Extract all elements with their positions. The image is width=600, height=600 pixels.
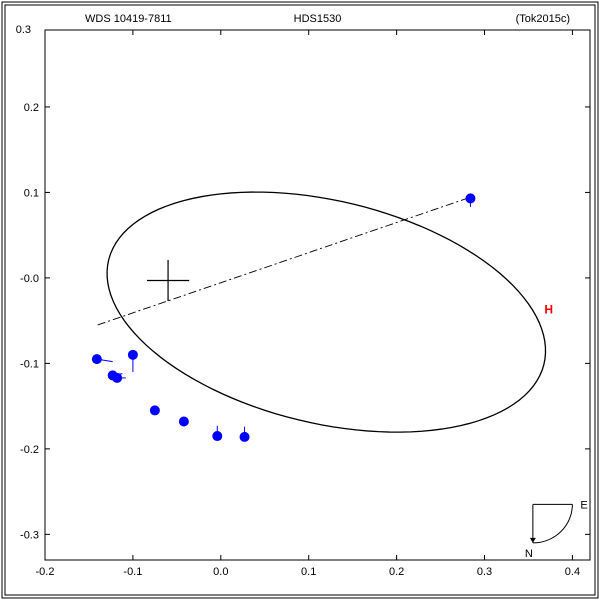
svg-text:0.4: 0.4 [565,566,580,578]
svg-text:-0.1: -0.1 [20,358,39,370]
chart-svg: WDS 10419-7811 HDS1530 (Tok2015c) 0.3 -0.2 -0… [0,0,600,600]
data-point [465,193,475,203]
orbital-chart: WDS 10419-7811 HDS1530 (Tok2015c) 0.3 -0.2 -0… [0,0,600,600]
data-point [112,373,122,383]
svg-text:0.3: 0.3 [477,566,492,578]
title-center: HDS1530 [294,13,342,25]
svg-text:-0.2: -0.2 [20,444,39,456]
periastron-marker: H [544,303,553,317]
svg-text:0.1: 0.1 [301,566,316,578]
data-point [212,431,222,441]
data-point [179,417,189,427]
svg-text:0.3: 0.3 [16,24,31,36]
svg-text:-0.3: -0.3 [20,529,39,541]
svg-text:E: E [580,499,587,511]
data-point [150,405,160,415]
svg-text:N: N [525,548,533,560]
svg-text:-0.2: -0.2 [36,566,55,578]
svg-text:0.2: 0.2 [24,102,39,114]
svg-text:-0.0: -0.0 [20,273,39,285]
svg-text:0.2: 0.2 [389,566,404,578]
svg-text:0.0: 0.0 [213,566,228,578]
title-left: WDS 10419-7811 [85,13,172,25]
data-point [92,354,102,364]
svg-text:0.1: 0.1 [24,187,39,199]
svg-text:-0.1: -0.1 [123,566,142,578]
data-point [240,432,250,442]
data-point [128,350,138,360]
title-right: (Tok2015c) [516,13,570,25]
